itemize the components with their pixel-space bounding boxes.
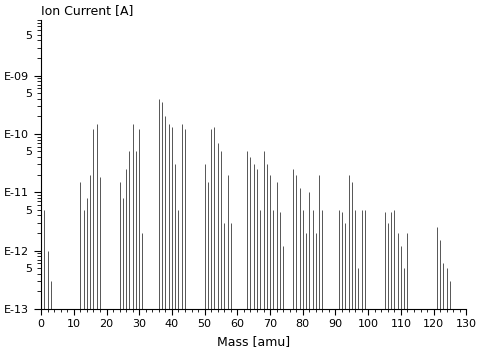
Text: Ion Current [A]: Ion Current [A] bbox=[41, 4, 133, 17]
X-axis label: Mass [amu]: Mass [amu] bbox=[216, 335, 289, 348]
